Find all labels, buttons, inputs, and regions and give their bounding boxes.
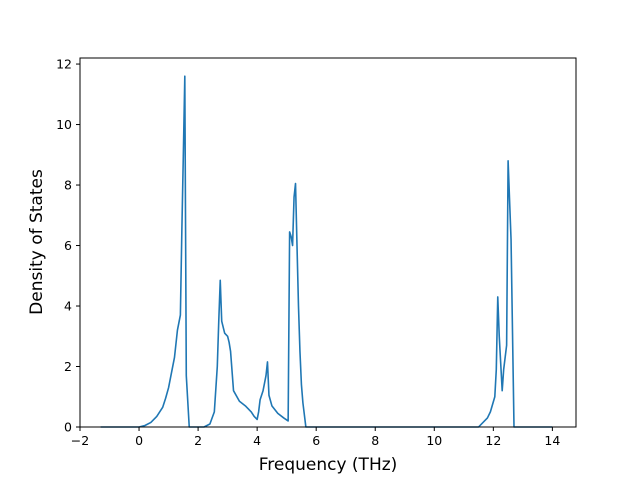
y-tick-label: 8 — [64, 178, 72, 193]
x-tick-label: 10 — [426, 433, 442, 448]
x-axis-label: Frequency (THz) — [259, 455, 398, 475]
dos-series-line — [100, 75, 553, 428]
x-tick-label: 14 — [544, 433, 560, 448]
y-tick-label: 2 — [64, 359, 72, 374]
y-tick-label: 0 — [64, 420, 72, 435]
y-tick-label: 10 — [56, 117, 72, 132]
x-tick-label: 6 — [312, 433, 320, 448]
y-tick-label: 12 — [56, 57, 72, 72]
x-tick-label: −2 — [71, 433, 89, 448]
plot-background — [80, 58, 576, 427]
y-tick-label: 4 — [64, 299, 72, 314]
plot-frame — [79, 57, 577, 428]
x-tick-label: 0 — [135, 433, 143, 448]
y-tick-label: 6 — [64, 238, 72, 253]
x-tick-label: 4 — [253, 433, 261, 448]
series-layer — [100, 75, 553, 428]
x-tick-label: 8 — [371, 433, 379, 448]
y-axis-label: Density of States — [27, 169, 47, 315]
x-tick-label: 12 — [485, 433, 501, 448]
x-tick-label: 2 — [194, 433, 202, 448]
y-axis-ticks: 0 2 4 6 8 10 12 — [56, 57, 80, 435]
x-axis-ticks: −2 0 2 4 6 8 10 12 14 — [71, 427, 560, 448]
